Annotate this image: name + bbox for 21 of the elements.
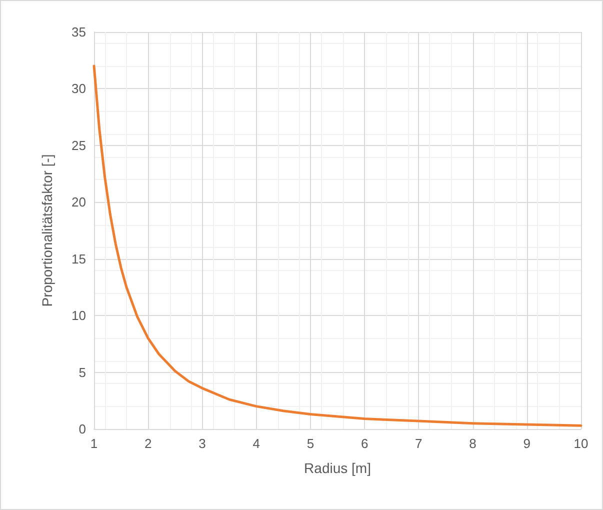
y-tick-label: 15 <box>72 251 86 266</box>
x-axis-title: Radius [m] <box>304 460 371 476</box>
x-tick-label: 1 <box>90 436 98 451</box>
x-tick-label: 6 <box>360 436 368 451</box>
y-tick-label: 30 <box>72 81 86 96</box>
x-tick-label: 4 <box>252 436 260 451</box>
x-tick-label: 10 <box>574 436 588 451</box>
y-tick-label: 0 <box>78 422 86 436</box>
x-tick-label: 7 <box>415 436 422 451</box>
x-tick-label: 5 <box>306 436 314 451</box>
line-series <box>92 64 582 427</box>
y-tick-label: 25 <box>72 138 86 153</box>
x-tick-label: 9 <box>523 436 531 451</box>
x-tick-label: 3 <box>198 436 206 451</box>
x-tick-label: 2 <box>144 436 152 451</box>
y-tick-label: 5 <box>78 364 86 380</box>
y-tick-label: 10 <box>72 308 86 324</box>
y-tick-label: 35 <box>72 24 86 40</box>
y-tick-label: 20 <box>72 194 86 210</box>
x-tick-label: 8 <box>469 436 476 451</box>
y-axis-title: Proportionalitätsfaktor [-] <box>39 154 55 307</box>
